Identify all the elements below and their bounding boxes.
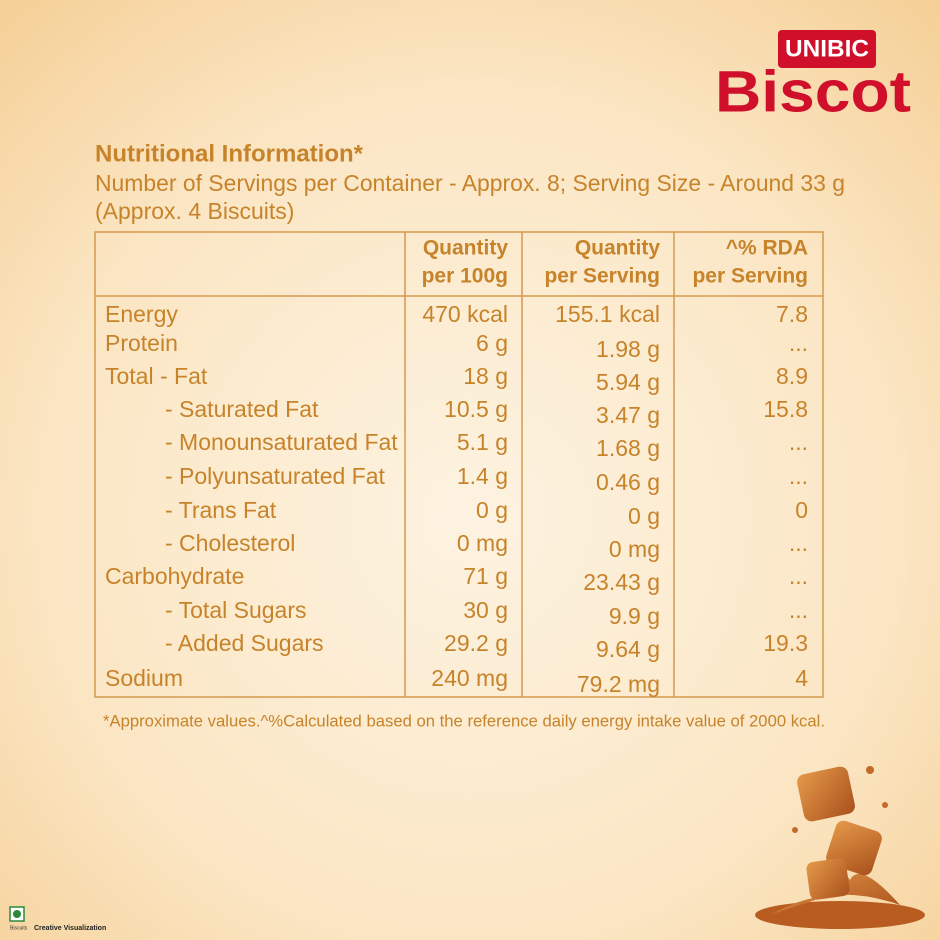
cell-value: 0 g [628, 503, 660, 529]
cell-value: 6 g [476, 330, 508, 356]
logo-maker: UNIBIC [785, 35, 869, 62]
cell-value: 0 mg [457, 530, 508, 556]
row-label: Energy [105, 301, 178, 327]
cell-value: 470 kcal [422, 301, 508, 327]
cell-value: ... [789, 429, 808, 455]
column-header: per 100g [422, 265, 508, 288]
cell-value: 5.94 g [596, 369, 660, 395]
cell-value: 0 g [476, 497, 508, 523]
subtitle: (Approx. 4 Biscuits) [95, 198, 294, 224]
row-label: - Saturated Fat [165, 396, 319, 422]
cell-value: 79.2 mg [577, 671, 660, 697]
cell-value: 240 mg [431, 665, 508, 691]
column-header: per Serving [544, 265, 660, 288]
column-header: Quantity [423, 237, 508, 260]
row-label: - Trans Fat [165, 497, 277, 523]
footnote: *Approximate values.^%Calculated based o… [103, 711, 825, 730]
cell-value: 1.68 g [596, 435, 660, 461]
cell-value: 155.1 kcal [555, 301, 660, 327]
caramel-illustration [755, 766, 925, 929]
cell-value: 5.1 g [457, 429, 508, 455]
corner-note: Creative Visualization [34, 925, 106, 932]
row-label: - Monounsaturated Fat [165, 429, 398, 455]
corner-mark: Biscuits [10, 925, 28, 931]
column-header: per Serving [692, 265, 808, 288]
column-header: ^% RDA [726, 237, 808, 260]
cell-value: 1.4 g [457, 463, 508, 489]
cell-value: 7.8 [776, 301, 808, 327]
row-label: Carbohydrate [105, 563, 244, 589]
cell-value: 0.46 g [596, 469, 660, 495]
cell-value: ... [789, 597, 808, 623]
cell-value: 30 g [463, 597, 508, 623]
cell-value: 71 g [463, 563, 508, 589]
cell-value: 18 g [463, 363, 508, 389]
table-border [94, 231, 824, 698]
row-label: Sodium [105, 665, 183, 691]
cell-value: ... [789, 463, 808, 489]
title: Nutritional Information* [95, 140, 364, 167]
cell-value: 0 [795, 497, 808, 523]
logo-name: Biscot [715, 59, 911, 124]
subtitle: Number of Servings per Container - Appro… [95, 170, 845, 196]
cell-value: 8.9 [776, 363, 808, 389]
cell-value: ... [789, 330, 808, 356]
cell-value: 4 [795, 665, 808, 691]
cell-value: 9.9 g [609, 603, 660, 629]
cell-value: 15.8 [763, 396, 808, 422]
row-label: Protein [105, 330, 178, 356]
row-label: - Added Sugars [165, 630, 324, 656]
cell-value: 1.98 g [596, 336, 660, 362]
row-label: - Cholesterol [165, 530, 295, 556]
cell-value: 3.47 g [596, 402, 660, 428]
cell-value: 19.3 [763, 630, 808, 656]
table-frame [94, 231, 824, 698]
cell-value: 29.2 g [444, 630, 508, 656]
row-label: - Total Sugars [165, 597, 306, 623]
cell-value: 9.64 g [596, 636, 660, 662]
logo-badge [778, 30, 876, 68]
cell-value: ... [789, 563, 808, 589]
row-label: - Polyunsaturated Fat [165, 463, 386, 489]
column-header: Quantity [575, 237, 660, 260]
cell-value: 10.5 g [444, 396, 508, 422]
veg-dot [13, 910, 21, 918]
cell-value: 23.43 g [583, 569, 660, 595]
cell-value: 0 mg [609, 536, 660, 562]
cell-value: ... [789, 530, 808, 556]
row-label: Total - Fat [105, 363, 208, 389]
